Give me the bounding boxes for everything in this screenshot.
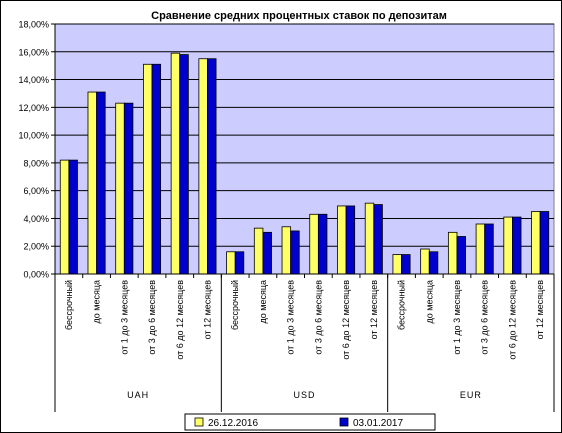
bar — [373, 204, 383, 275]
bar — [207, 58, 217, 275]
y-tick-label: 6,00% — [23, 186, 49, 196]
y-tick-label: 12,00% — [18, 103, 49, 113]
bar — [262, 231, 272, 275]
bar — [281, 226, 292, 275]
y-tick-label: 10,00% — [18, 131, 49, 141]
y-tick-label: 18,00% — [18, 20, 49, 30]
bar — [420, 248, 430, 275]
bar — [428, 251, 439, 275]
bar — [179, 54, 189, 275]
legend-label: 26.12.2016 — [208, 418, 258, 429]
bar — [309, 213, 319, 275]
category-label: от 12 месяцев — [535, 280, 545, 340]
group-label: UAH — [127, 390, 149, 400]
y-tick-label: 8,00% — [23, 158, 49, 168]
category-label: от 6 до 12 месяцев — [175, 280, 185, 360]
category-label: от 3 до 6 месяцев — [147, 280, 157, 355]
bar — [503, 216, 513, 275]
group-label: USD — [293, 390, 315, 400]
bar — [512, 216, 522, 275]
category-label: от 1 до 3 месяцев — [286, 280, 296, 355]
bar — [392, 254, 402, 275]
bar — [123, 102, 134, 275]
bar — [475, 223, 486, 275]
bar — [317, 213, 328, 275]
category-label: до месяца — [92, 280, 102, 323]
bar — [68, 159, 78, 275]
y-tick-label: 14,00% — [18, 75, 49, 85]
bars — [59, 52, 550, 275]
bar — [531, 211, 541, 275]
bar — [447, 231, 458, 275]
category-label: от 12 месяцев — [369, 280, 379, 340]
y-tick-label: 4,00% — [23, 214, 49, 224]
y-tick-label: 0,00% — [23, 270, 49, 280]
category-label: от 1 до 3 месяцев — [119, 280, 129, 355]
bar — [337, 205, 347, 275]
bar — [484, 223, 494, 275]
legend-swatch — [339, 417, 349, 427]
bar — [456, 236, 466, 275]
x-axis: бессрочный до месяца от 1 до 3 месяцев от 3… — [54, 273, 555, 412]
category-label: бессрочный — [230, 280, 240, 330]
bar — [539, 211, 550, 275]
bar — [87, 91, 97, 275]
plot-area — [54, 23, 555, 275]
bar — [170, 52, 181, 275]
category-label: от 6 до 12 месяцев — [341, 280, 351, 360]
category-label: до месяца — [258, 280, 268, 323]
y-axis: 0,00% 2,00% 4,00% 6,00% 8,00% 10,00% 12,00% 14,… — [18, 20, 56, 280]
legend-label: 03.01.2017 — [353, 418, 403, 429]
bar — [115, 102, 125, 275]
bar — [96, 91, 106, 275]
bar — [253, 227, 264, 275]
bar — [234, 251, 245, 275]
category-label: от 3 до 6 месяцев — [313, 280, 323, 355]
y-tick-label: 2,00% — [23, 242, 49, 252]
category-label: до месяца — [424, 280, 434, 323]
bar — [290, 230, 300, 275]
chart-title: Сравнение средних процентных ставок по д… — [151, 10, 447, 22]
category-label: от 12 месяцев — [202, 280, 212, 340]
bar — [59, 159, 70, 275]
bar — [364, 202, 375, 275]
category-label: бессрочный — [64, 280, 74, 330]
bar — [345, 205, 356, 275]
category-label: от 1 до 3 месяцев — [452, 280, 462, 355]
category-label: от 6 до 12 месяцев — [507, 280, 517, 360]
legend-box — [184, 413, 436, 431]
bar — [226, 251, 236, 275]
bar — [143, 63, 153, 275]
bar — [198, 58, 208, 275]
bar — [401, 254, 411, 275]
bar — [151, 63, 162, 275]
y-tick-label: 16,00% — [18, 47, 49, 57]
legend: 26.12.2016 03.01.2017 — [184, 413, 436, 431]
group-label: EUR — [460, 390, 482, 400]
gridlines — [55, 23, 554, 247]
legend-swatch — [194, 417, 204, 427]
category-label: бессрочный — [397, 280, 407, 330]
category-label: от 3 до 6 месяцев — [480, 280, 490, 355]
